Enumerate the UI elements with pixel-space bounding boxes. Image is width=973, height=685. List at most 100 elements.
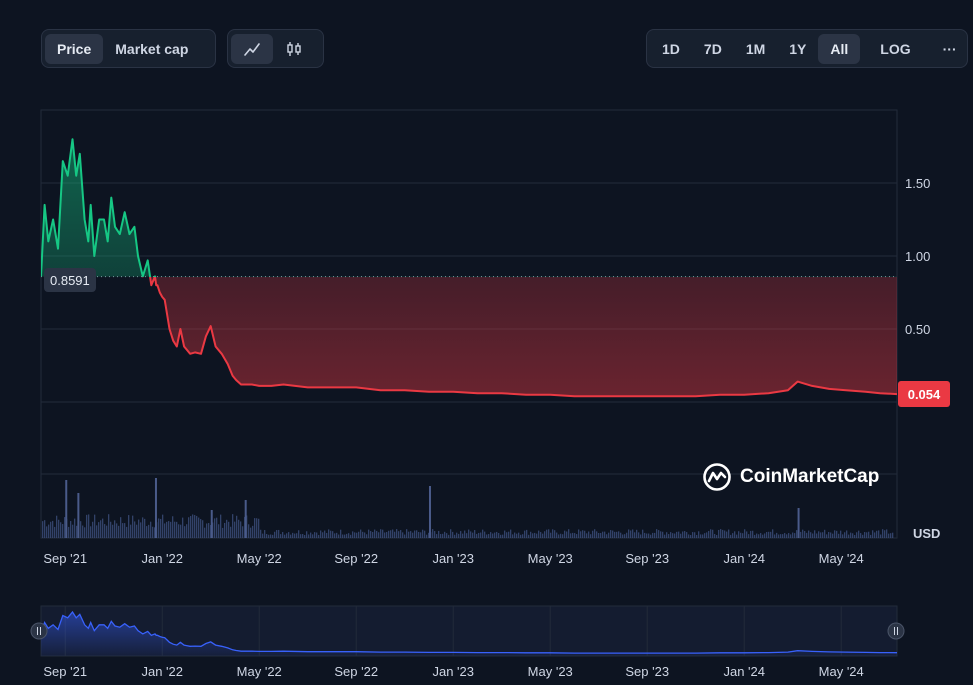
volume-bar [54, 526, 56, 538]
volume-bar [754, 534, 756, 538]
volume-bar [502, 534, 504, 538]
more-options-button[interactable]: ··· [942, 40, 957, 57]
volume-bar [228, 521, 230, 538]
volume-bar [46, 526, 48, 538]
volume-bar [60, 522, 62, 538]
volume-bar [168, 521, 170, 538]
volume-bar [128, 515, 130, 538]
volume-bar [450, 529, 452, 538]
volume-bar [122, 523, 124, 538]
volume-bar [176, 521, 178, 538]
volume-bar [616, 531, 618, 538]
navigator-line [40, 610, 898, 654]
volume-bar [140, 522, 142, 538]
volume-bar [808, 530, 810, 538]
volume-bar [670, 532, 672, 538]
volume-bar [284, 534, 286, 538]
volume-bar [824, 529, 826, 538]
volume-bar [198, 517, 200, 538]
price-tab[interactable]: Price [45, 33, 104, 64]
volume-bar [252, 525, 254, 538]
volume-bar [688, 534, 690, 538]
volume-bar [210, 510, 213, 538]
volume-bar [180, 524, 182, 538]
volume-bar [92, 521, 94, 538]
volume-bar [704, 533, 706, 538]
volume-bar [464, 530, 466, 538]
volume-bar [848, 534, 850, 538]
volume-bar [110, 521, 112, 538]
volume-bar [194, 515, 196, 538]
volume-bar [746, 531, 748, 538]
volume-bar [840, 530, 842, 538]
volume-bar [210, 524, 212, 538]
volume-bar [892, 532, 894, 538]
range-7d-button[interactable]: 7D [703, 40, 722, 57]
volume-bar [740, 532, 742, 538]
volume-bar [470, 531, 472, 538]
volume-bar [528, 534, 530, 538]
volume-bar [374, 529, 376, 538]
volume-bar [290, 534, 292, 538]
volume-bar [676, 531, 678, 538]
volume-bar [408, 531, 410, 538]
range-1d-button[interactable]: 1D [662, 40, 680, 57]
volume-bar [56, 515, 58, 538]
volume-bar [350, 534, 352, 538]
volume-bar [634, 532, 636, 538]
volume-bar [568, 529, 570, 538]
volume-bar [448, 534, 450, 538]
volume-bar [490, 532, 492, 538]
volume-bar [596, 531, 598, 538]
navigator-left-handle[interactable] [30, 622, 48, 640]
volume-bar [458, 533, 460, 538]
volume-bar [192, 514, 194, 538]
volume-bar [862, 534, 864, 538]
volume-bar [50, 521, 52, 538]
volume-bar [320, 530, 322, 538]
chart-type-toggle [227, 29, 324, 68]
volume-bar [428, 532, 430, 538]
volume-bar [236, 515, 238, 538]
volume-bar [308, 534, 310, 538]
log-scale-button[interactable]: LOG [880, 40, 911, 57]
volume-bar [486, 534, 488, 538]
volume-bar [834, 530, 836, 538]
volume-bar [534, 532, 536, 538]
volume-bar [74, 518, 76, 538]
volume-bar [120, 517, 122, 538]
volume-bar [792, 532, 794, 538]
volume-bar [276, 530, 278, 538]
volume-bar [632, 529, 634, 538]
volume-bar [404, 534, 406, 538]
volume-bar [220, 514, 222, 538]
volume-bar [200, 519, 202, 538]
navigator-right-handle[interactable] [887, 622, 905, 640]
volume-bar [406, 529, 408, 538]
line-chart-button[interactable] [231, 33, 273, 64]
volume-bar [326, 532, 328, 538]
volume-bar [488, 534, 490, 538]
range-all-button[interactable]: All [818, 33, 861, 64]
volume-bar [608, 532, 610, 538]
volume-bar [804, 530, 806, 538]
range-1m-button[interactable]: 1M [745, 40, 766, 57]
range-1y-button[interactable]: 1Y [789, 40, 807, 57]
volume-bar [436, 534, 438, 538]
volume-bar [874, 532, 876, 538]
volume-bar [138, 519, 140, 538]
volume-bar [888, 533, 890, 538]
price-line-down [142, 277, 897, 398]
candlestick-button[interactable] [273, 34, 315, 64]
volume-bar [714, 533, 716, 538]
volume-bar [882, 529, 884, 538]
volume-bar [660, 531, 662, 538]
volume-bar [170, 521, 172, 538]
market-cap-tab[interactable]: Market cap [115, 40, 189, 57]
volume-bar [756, 533, 758, 538]
volume-bar [708, 530, 710, 538]
volume-bar [372, 532, 374, 538]
volume-bar [478, 532, 480, 538]
volume-bar [356, 532, 358, 538]
